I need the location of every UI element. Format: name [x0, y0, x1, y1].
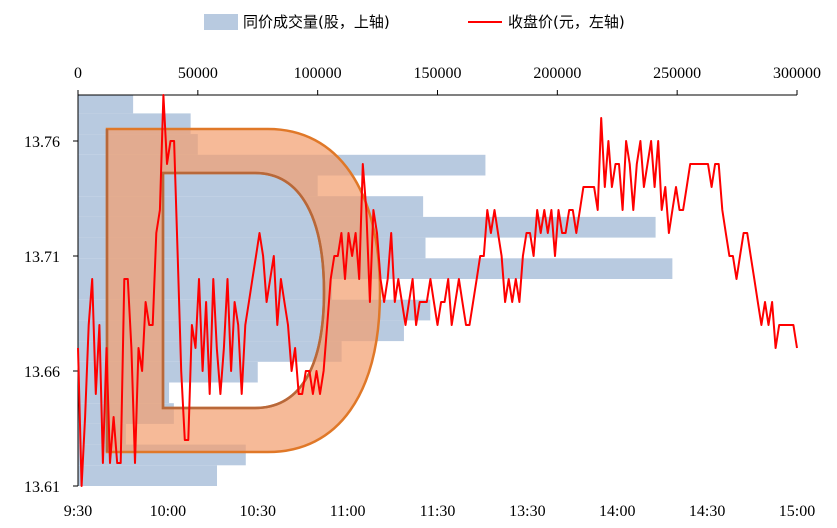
time-axis-tick-label: 9:30: [64, 503, 92, 520]
volume-bar: [78, 95, 134, 114]
left-axis-tick-label: 13.61: [24, 479, 60, 496]
time-axis-tick-label: 11:00: [330, 503, 366, 520]
time-axis-tick-label: 11:30: [420, 503, 456, 520]
left-axis-tick-label: 13.66: [24, 364, 60, 381]
top-axis-tick-label: 150000: [414, 65, 462, 82]
top-axis-tick-label: 200000: [533, 65, 581, 82]
time-axis-tick-label: 10:30: [240, 503, 276, 520]
d-shape-inner-outline: [161, 171, 326, 410]
left-axis-tick-label: 13.76: [24, 134, 60, 151]
top-axis-tick-label: 100000: [294, 65, 342, 82]
axes: 13.61 13.66 13.71 13.76 0 50000 100000 150000 20…: [24, 65, 821, 520]
time-axis-tick-label: 15:00: [779, 503, 815, 520]
time-axis-tick-label: 14:00: [599, 503, 635, 520]
time-axis-tick-label: 10:00: [150, 503, 186, 520]
top-axis-tick-label: 250000: [653, 65, 701, 82]
price-line: [77, 94, 798, 487]
highlight-d-shape: [105, 127, 382, 454]
top-axis-tick-label: 0: [74, 65, 82, 82]
legend: 同价成交量(股，上轴) 收盘价(元，左轴): [204, 13, 625, 31]
legend-price-label: 收盘价(元，左轴): [508, 13, 625, 31]
left-axis-tick-label: 13.71: [24, 249, 60, 266]
volume-bar: [78, 465, 218, 486]
legend-volume-label: 同价成交量(股，上轴): [243, 13, 390, 31]
top-axis-tick-label: 50000: [178, 65, 218, 82]
legend-volume-swatch: [204, 14, 238, 30]
time-axis-tick-label: 14:30: [689, 503, 725, 520]
price-line-layer: [77, 94, 798, 487]
top-axis-tick-label: 300000: [773, 65, 821, 82]
time-axis-tick-label: 13:30: [509, 503, 545, 520]
